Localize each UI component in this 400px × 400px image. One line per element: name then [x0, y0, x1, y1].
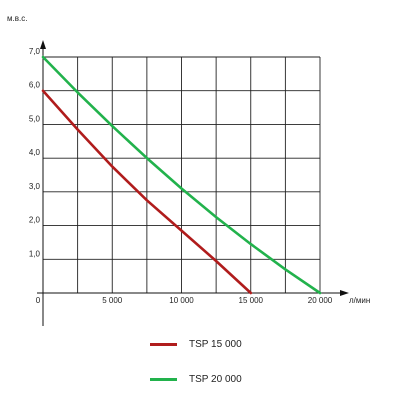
- x-tick-label: 5 000: [102, 296, 123, 305]
- y-tick-label: 2,0: [29, 216, 41, 225]
- legend-label: TSP 15 000: [189, 339, 242, 350]
- x-axis-arrow: [340, 290, 349, 296]
- x-tick-label: 20 000: [308, 296, 333, 305]
- x-tick-label: 15 000: [239, 296, 264, 305]
- y-tick-label: 5,0: [29, 114, 41, 123]
- x-tick-label: 10 000: [169, 296, 194, 305]
- y-tick-label: 4,0: [29, 148, 41, 157]
- legend-item: TSP 20 000: [150, 374, 242, 385]
- legend-swatch: [150, 343, 177, 346]
- y-axis-arrow: [40, 40, 46, 49]
- y-tick-label: 7,0: [29, 47, 41, 56]
- y-tick-label: 3,0: [29, 182, 41, 191]
- series-line-1: [41, 89, 253, 295]
- legend-swatch: [150, 378, 177, 381]
- y-axis-label: м.в.с.: [7, 14, 27, 23]
- series-line-2: [41, 55, 322, 295]
- x-tick-label: 0: [36, 296, 41, 305]
- y-tick-label: 6,0: [29, 81, 41, 90]
- x-axis-label: л/мин: [349, 296, 370, 305]
- legend-item: TSP 15 000: [150, 339, 242, 350]
- y-tick-label: 1,0: [29, 249, 41, 258]
- legend-label: TSP 20 000: [189, 374, 242, 385]
